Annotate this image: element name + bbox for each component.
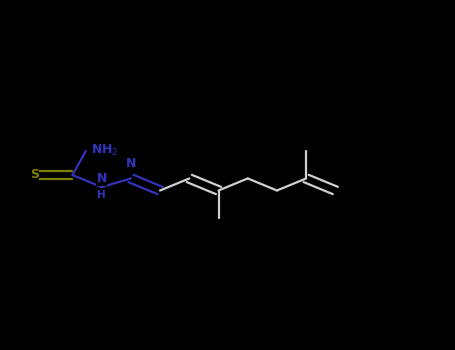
Text: H: H [97, 190, 106, 200]
Text: NH$_2$: NH$_2$ [91, 144, 119, 159]
Text: N: N [96, 172, 107, 186]
Text: S: S [30, 168, 39, 182]
Text: N: N [126, 157, 136, 170]
